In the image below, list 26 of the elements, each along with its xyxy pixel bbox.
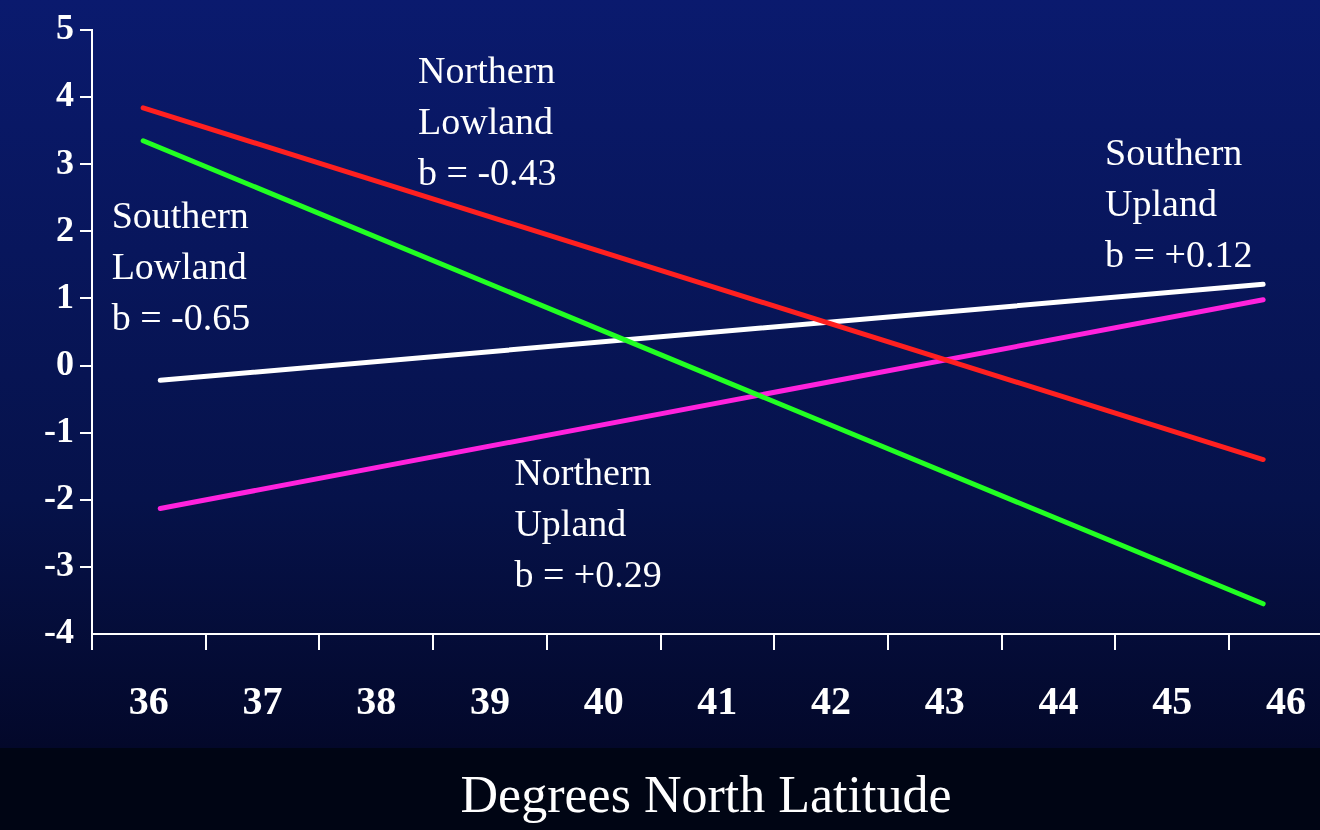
x-axis-title: Degrees North Latitude [460, 766, 952, 824]
x-tick-label: 37 [242, 678, 283, 724]
y-tick-label: -2 [44, 477, 74, 518]
y-tick-label: 3 [56, 141, 74, 182]
y-tick-label: -4 [44, 611, 74, 652]
y-tick-label: 0 [56, 342, 74, 383]
y-tick-label: 4 [56, 74, 74, 115]
y-tick-label: 5 [56, 7, 74, 48]
x-tick-label: 44 [1038, 678, 1079, 724]
x-tick-label: 41 [697, 678, 738, 724]
x-tick-label: 39 [469, 678, 510, 724]
x-tick-label: 45 [1152, 678, 1193, 724]
x-tick-label: 46 [1265, 678, 1306, 724]
y-tick-label: 2 [56, 208, 74, 249]
y-tick-label: 1 [56, 275, 74, 316]
x-tick-label: 43 [924, 678, 965, 724]
annotation: Southern Upland b = +0.12 [1105, 129, 1253, 277]
x-tick-label: 38 [356, 678, 397, 724]
annotation: Northern Lowland b = -0.43 [418, 48, 557, 196]
x-tick-label: 40 [583, 678, 624, 724]
y-tick-label: -1 [44, 409, 74, 450]
x-tick-label: 36 [128, 678, 169, 724]
y-tick-label: -3 [44, 544, 74, 585]
annotation: Southern Lowland b = -0.65 [111, 193, 251, 341]
annotation: Northern Upland b = +0.29 [514, 449, 662, 597]
x-tick-label: 42 [811, 678, 852, 724]
